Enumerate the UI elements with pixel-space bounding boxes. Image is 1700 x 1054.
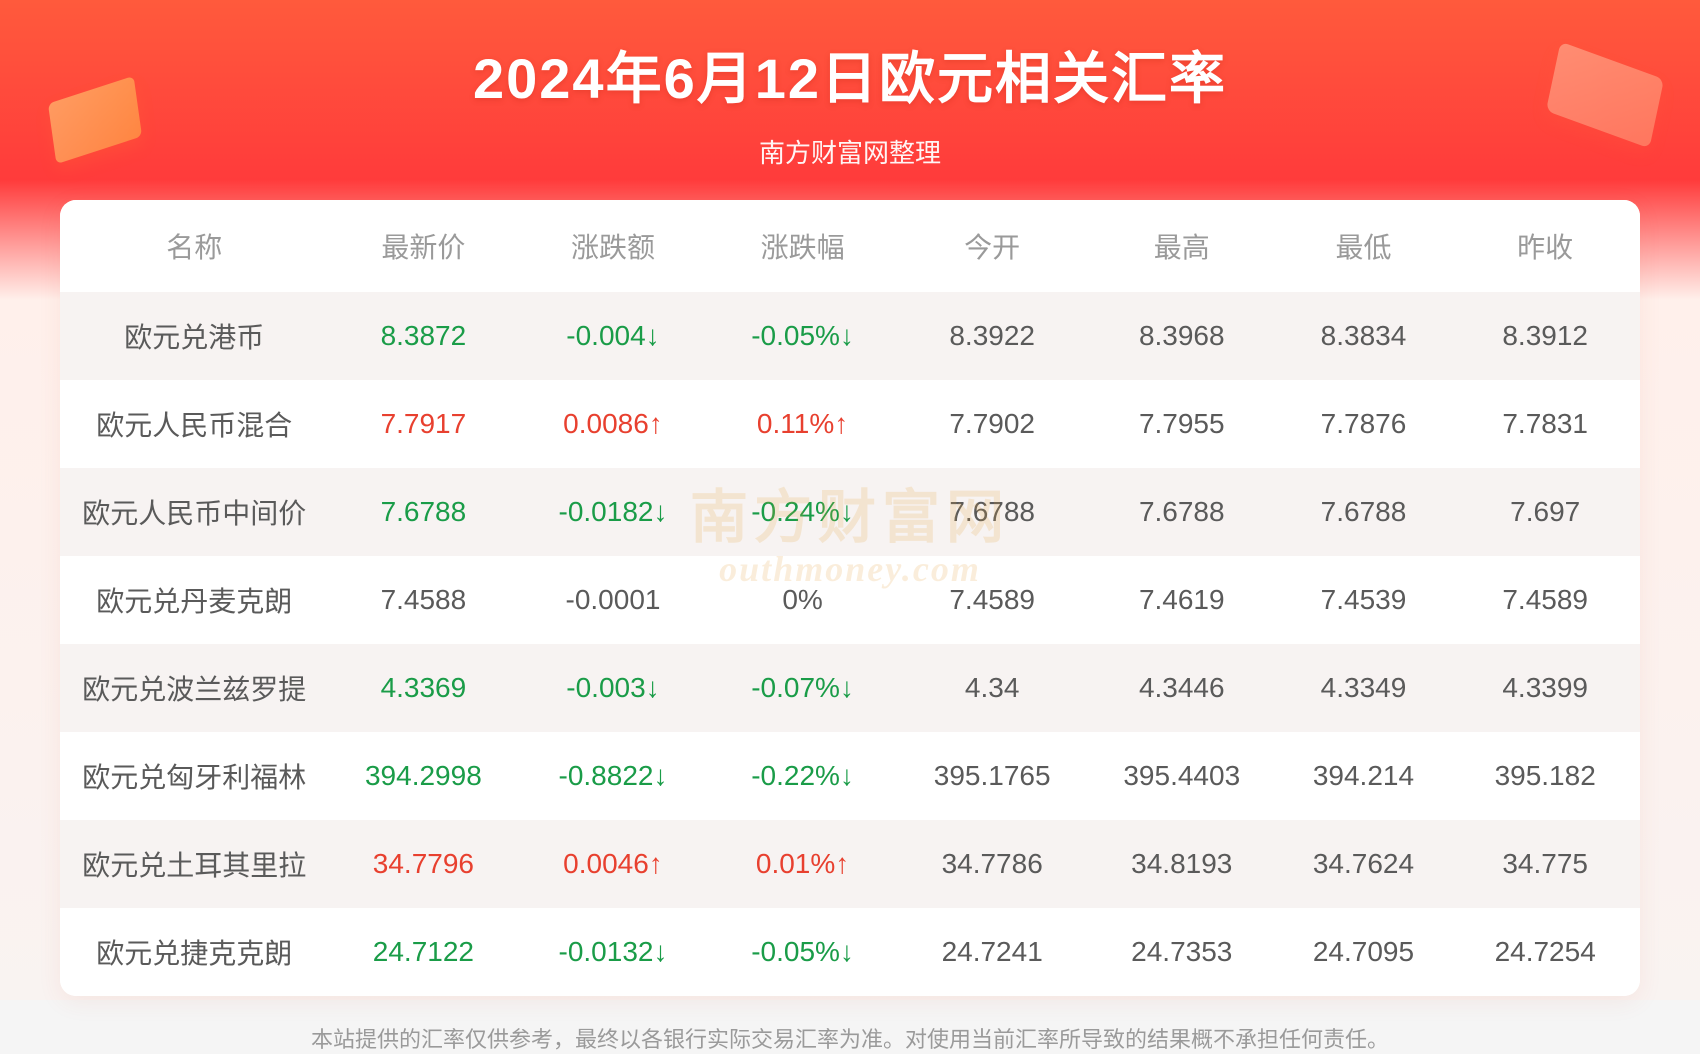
cell-open: 8.3922: [897, 292, 1087, 380]
page-subtitle: 南方财富网整理: [60, 133, 1640, 170]
table-header-row: 名称 最新价 涨跌额 涨跌幅 今开 最高 最低 昨收: [60, 200, 1640, 292]
cell-name: 欧元兑土耳其里拉: [60, 820, 329, 908]
table-row: 欧元兑港币8.3872-0.004↓-0.05%↓8.39228.39688.3…: [60, 292, 1640, 380]
cell-open: 34.7786: [897, 820, 1087, 908]
rates-table-wrap: 名称 最新价 涨跌额 涨跌幅 今开 最高 最低 昨收 欧元兑港币8.3872-0…: [60, 200, 1640, 996]
table-row: 欧元兑丹麦克朗7.4588-0.00010%7.45897.46197.4539…: [60, 556, 1640, 644]
cell-name: 欧元兑丹麦克朗: [60, 556, 329, 644]
cell-change: -0.0182↓: [518, 468, 708, 556]
cell-latest: 34.7796: [329, 820, 519, 908]
cell-name: 欧元兑匈牙利福林: [60, 732, 329, 820]
cell-pct: -0.24%↓: [708, 468, 898, 556]
table-row: 欧元人民币混合7.79170.0086↑0.11%↑7.79027.79557.…: [60, 380, 1640, 468]
cell-latest: 4.3369: [329, 644, 519, 732]
disclaimer-text: 本站提供的汇率仅供参考，最终以各银行实际交易汇率为准。对使用当前汇率所导致的结果…: [60, 1022, 1640, 1054]
cell-name: 欧元兑波兰兹罗提: [60, 644, 329, 732]
cell-change: -0.004↓: [518, 292, 708, 380]
page-title: 2024年6月12日欧元相关汇率: [60, 34, 1640, 115]
cell-pct: -0.05%↓: [708, 908, 898, 996]
cell-high: 7.7955: [1087, 380, 1277, 468]
cell-high: 34.8193: [1087, 820, 1277, 908]
page-container: 2024年6月12日欧元相关汇率 南方财富网整理 名称 最新价 涨跌额 涨跌幅 …: [0, 0, 1700, 1000]
cell-prev: 7.697: [1450, 468, 1640, 556]
table-row: 欧元兑波兰兹罗提4.3369-0.003↓-0.07%↓4.344.34464.…: [60, 644, 1640, 732]
cell-change: -0.8822↓: [518, 732, 708, 820]
cell-prev: 24.7254: [1450, 908, 1640, 996]
cell-change: -0.0001: [518, 556, 708, 644]
cell-latest: 394.2998: [329, 732, 519, 820]
cell-latest: 8.3872: [329, 292, 519, 380]
col-low: 最低: [1277, 200, 1451, 292]
cell-pct: 0.01%↑: [708, 820, 898, 908]
cell-latest: 7.6788: [329, 468, 519, 556]
cell-pct: -0.22%↓: [708, 732, 898, 820]
cell-latest: 24.7122: [329, 908, 519, 996]
col-prev: 昨收: [1450, 200, 1640, 292]
cell-open: 7.7902: [897, 380, 1087, 468]
cell-low: 7.6788: [1277, 468, 1451, 556]
cell-pct: -0.05%↓: [708, 292, 898, 380]
cell-latest: 7.4588: [329, 556, 519, 644]
cell-open: 24.7241: [897, 908, 1087, 996]
col-latest: 最新价: [329, 200, 519, 292]
cell-high: 7.6788: [1087, 468, 1277, 556]
cell-change: 0.0046↑: [518, 820, 708, 908]
cell-low: 8.3834: [1277, 292, 1451, 380]
cell-high: 395.4403: [1087, 732, 1277, 820]
cell-high: 8.3968: [1087, 292, 1277, 380]
cell-name: 欧元人民币混合: [60, 380, 329, 468]
cell-change: -0.0132↓: [518, 908, 708, 996]
cell-pct: 0%: [708, 556, 898, 644]
cell-pct: 0.11%↑: [708, 380, 898, 468]
cell-low: 4.3349: [1277, 644, 1451, 732]
cell-open: 395.1765: [897, 732, 1087, 820]
table-row: 欧元兑捷克克朗24.7122-0.0132↓-0.05%↓24.724124.7…: [60, 908, 1640, 996]
col-pct: 涨跌幅: [708, 200, 898, 292]
cell-high: 4.3446: [1087, 644, 1277, 732]
cell-open: 4.34: [897, 644, 1087, 732]
cell-prev: 34.775: [1450, 820, 1640, 908]
cell-name: 欧元兑捷克克朗: [60, 908, 329, 996]
cell-prev: 7.7831: [1450, 380, 1640, 468]
cell-low: 24.7095: [1277, 908, 1451, 996]
cell-latest: 7.7917: [329, 380, 519, 468]
col-open: 今开: [897, 200, 1087, 292]
col-high: 最高: [1087, 200, 1277, 292]
cell-change: 0.0086↑: [518, 380, 708, 468]
cell-change: -0.003↓: [518, 644, 708, 732]
cell-prev: 395.182: [1450, 732, 1640, 820]
col-name: 名称: [60, 200, 329, 292]
table-row: 欧元人民币中间价7.6788-0.0182↓-0.24%↓7.67887.678…: [60, 468, 1640, 556]
table-row: 欧元兑土耳其里拉34.77960.0046↑0.01%↑34.778634.81…: [60, 820, 1640, 908]
table-row: 欧元兑匈牙利福林394.2998-0.8822↓-0.22%↓395.17653…: [60, 732, 1640, 820]
cell-prev: 8.3912: [1450, 292, 1640, 380]
cell-open: 7.6788: [897, 468, 1087, 556]
cell-open: 7.4589: [897, 556, 1087, 644]
cell-prev: 4.3399: [1450, 644, 1640, 732]
cell-high: 24.7353: [1087, 908, 1277, 996]
cell-low: 34.7624: [1277, 820, 1451, 908]
col-change: 涨跌额: [518, 200, 708, 292]
cell-pct: -0.07%↓: [708, 644, 898, 732]
cell-high: 7.4619: [1087, 556, 1277, 644]
rates-table: 名称 最新价 涨跌额 涨跌幅 今开 最高 最低 昨收 欧元兑港币8.3872-0…: [60, 200, 1640, 996]
cell-name: 欧元兑港币: [60, 292, 329, 380]
cell-name: 欧元人民币中间价: [60, 468, 329, 556]
cell-prev: 7.4589: [1450, 556, 1640, 644]
cell-low: 7.7876: [1277, 380, 1451, 468]
cell-low: 7.4539: [1277, 556, 1451, 644]
cell-low: 394.214: [1277, 732, 1451, 820]
